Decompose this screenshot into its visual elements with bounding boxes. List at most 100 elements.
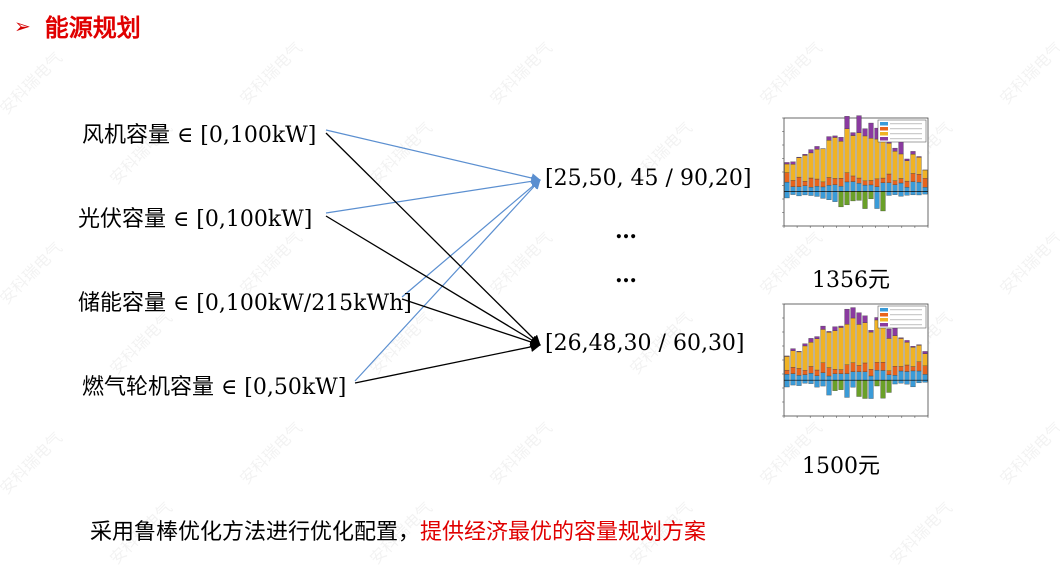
bar-segment <box>826 185 832 192</box>
bar-segment <box>886 173 892 183</box>
bar-segment <box>850 191 856 202</box>
bar-segment <box>886 374 892 381</box>
bar-segment <box>838 178 844 187</box>
bar-segment <box>808 152 814 179</box>
bar-segment <box>808 366 814 374</box>
bar-segment <box>814 178 820 187</box>
solution-vector-2: [26,48,30 / 60,30] <box>545 331 745 356</box>
bar-segment <box>814 375 820 381</box>
bar-segment <box>910 380 916 388</box>
legend-swatch <box>880 313 888 317</box>
bar-segment <box>844 128 850 173</box>
bar-segment <box>868 122 874 139</box>
bar-segment <box>796 351 802 369</box>
bar-segment <box>904 158 910 161</box>
bar-segment <box>856 365 862 372</box>
bar-segment <box>820 191 826 199</box>
bar-segment <box>838 373 844 381</box>
bar-segment <box>844 181 850 192</box>
bar-segment <box>922 380 928 383</box>
arrow-pv-to-bottom <box>325 215 541 346</box>
bar-segment <box>820 362 826 373</box>
bar-segment <box>826 375 832 381</box>
bar-segment <box>796 156 802 158</box>
bar-segment <box>844 116 850 129</box>
bar-segment <box>820 329 826 363</box>
bar-segment <box>790 191 796 195</box>
bar-segment <box>898 366 904 372</box>
ellipsis-2: … <box>615 262 638 288</box>
bar-segment <box>880 327 886 363</box>
bar-segment <box>922 191 928 195</box>
bar-segment <box>868 380 874 399</box>
bar-segment <box>802 155 808 182</box>
bar-segment <box>814 338 820 371</box>
bar-segment <box>826 380 832 396</box>
bar-segment <box>844 324 850 365</box>
bar-segment <box>880 177 886 183</box>
bar-segment <box>910 181 916 192</box>
legend-swatch <box>880 132 888 136</box>
bar-segment <box>832 178 838 185</box>
arrow-wind-to-bottom <box>325 132 541 346</box>
bar-segment <box>820 148 826 183</box>
bar-segment <box>790 180 796 187</box>
bar-segment <box>898 178 904 184</box>
bar-segment <box>898 370 904 381</box>
bar-segment <box>910 191 916 196</box>
bar-segment <box>784 163 790 173</box>
bar-segment <box>826 191 832 200</box>
bar-segment <box>922 187 928 192</box>
bar-segment <box>838 327 844 370</box>
bar-segment <box>838 141 844 179</box>
bar-segment <box>904 187 910 192</box>
bar-segment <box>868 375 874 381</box>
bar-segment <box>850 175 856 182</box>
bar-segment <box>784 356 790 371</box>
bar-segment <box>868 184 874 192</box>
bar-segment <box>916 345 922 362</box>
bar-segment <box>904 342 910 366</box>
bar-segment <box>844 191 850 206</box>
bar-segment <box>898 380 904 384</box>
section-header: ➢ 能源规划 <box>14 8 141 43</box>
arrow-storage-to-top <box>401 179 541 298</box>
bar-segment <box>832 191 838 202</box>
bar-segment <box>922 353 928 366</box>
bar-segment <box>802 191 808 196</box>
bar-segment <box>850 135 856 177</box>
bar-segment <box>844 373 850 381</box>
bar-segment <box>892 151 898 181</box>
bar-segment <box>892 380 898 385</box>
bar-segment <box>856 191 862 201</box>
bar-segment <box>784 191 790 199</box>
bar-segment <box>856 132 862 179</box>
bar-segment <box>832 137 838 179</box>
bar-segment <box>850 132 856 136</box>
bar-segment <box>922 365 928 375</box>
bar-segment <box>790 380 796 386</box>
bar-segment <box>838 137 844 142</box>
bar-segment <box>868 180 874 186</box>
bar-segment <box>784 172 790 183</box>
bar-segment <box>802 374 808 381</box>
bar-segment <box>814 369 820 376</box>
bar-segment <box>898 337 904 339</box>
arrow-gas-to-top <box>354 179 541 382</box>
bar-segment <box>874 186 880 192</box>
storage-capacity-label: 储能容量 ∈ [0,100kW/215kWh] <box>78 291 412 316</box>
bar-segment <box>832 184 838 192</box>
bar-segment <box>856 324 862 366</box>
bar-segment <box>790 350 796 368</box>
bar-segment <box>802 345 808 371</box>
bar-segment <box>868 331 874 370</box>
bar-segment <box>880 137 886 179</box>
bar-segment <box>898 153 904 179</box>
bar-segment <box>814 191 820 197</box>
bar-segment <box>796 186 802 192</box>
bar-segment <box>850 371 856 381</box>
bar-segment <box>796 380 802 386</box>
bar-segment <box>808 338 814 343</box>
bar-segment <box>874 191 880 209</box>
